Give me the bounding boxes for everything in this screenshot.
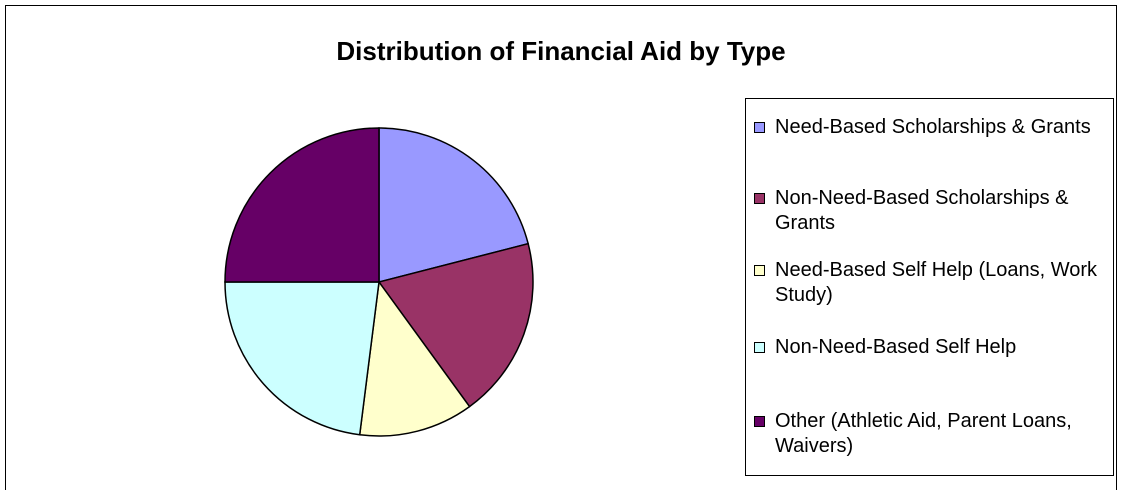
pie-chart — [224, 127, 534, 437]
legend-label: Need-Based Self Help (Loans, Work Study) — [775, 259, 1098, 306]
chart-title: Distribution of Financial Aid by Type — [336, 36, 786, 66]
pie-slice-other — [224, 127, 380, 283]
legend-swatch — [754, 416, 765, 427]
legend-swatch — [754, 265, 765, 276]
legend-swatch — [754, 122, 765, 133]
pie-slice-non-need-based-scholarships — [377, 242, 534, 408]
legend-label: Other (Athletic Aid, Parent Loans, Waive… — [775, 410, 1072, 457]
pie-slice-need-based-self-help — [358, 280, 471, 437]
pie-slice-non-need-based-self-help — [224, 281, 380, 436]
legend-swatch — [754, 342, 765, 353]
legend-label: Need-Based Scholarships & Grants — [775, 116, 1091, 138]
pie-slice-need-based-scholarships — [378, 127, 530, 283]
legend-swatch — [754, 193, 765, 204]
legend: Need-Based Scholarships & Grants Non-Nee… — [745, 98, 1114, 476]
legend-label: Non-Need-Based Scholarships & Grants — [775, 187, 1069, 234]
legend-label: Non-Need-Based Self Help — [775, 336, 1017, 358]
